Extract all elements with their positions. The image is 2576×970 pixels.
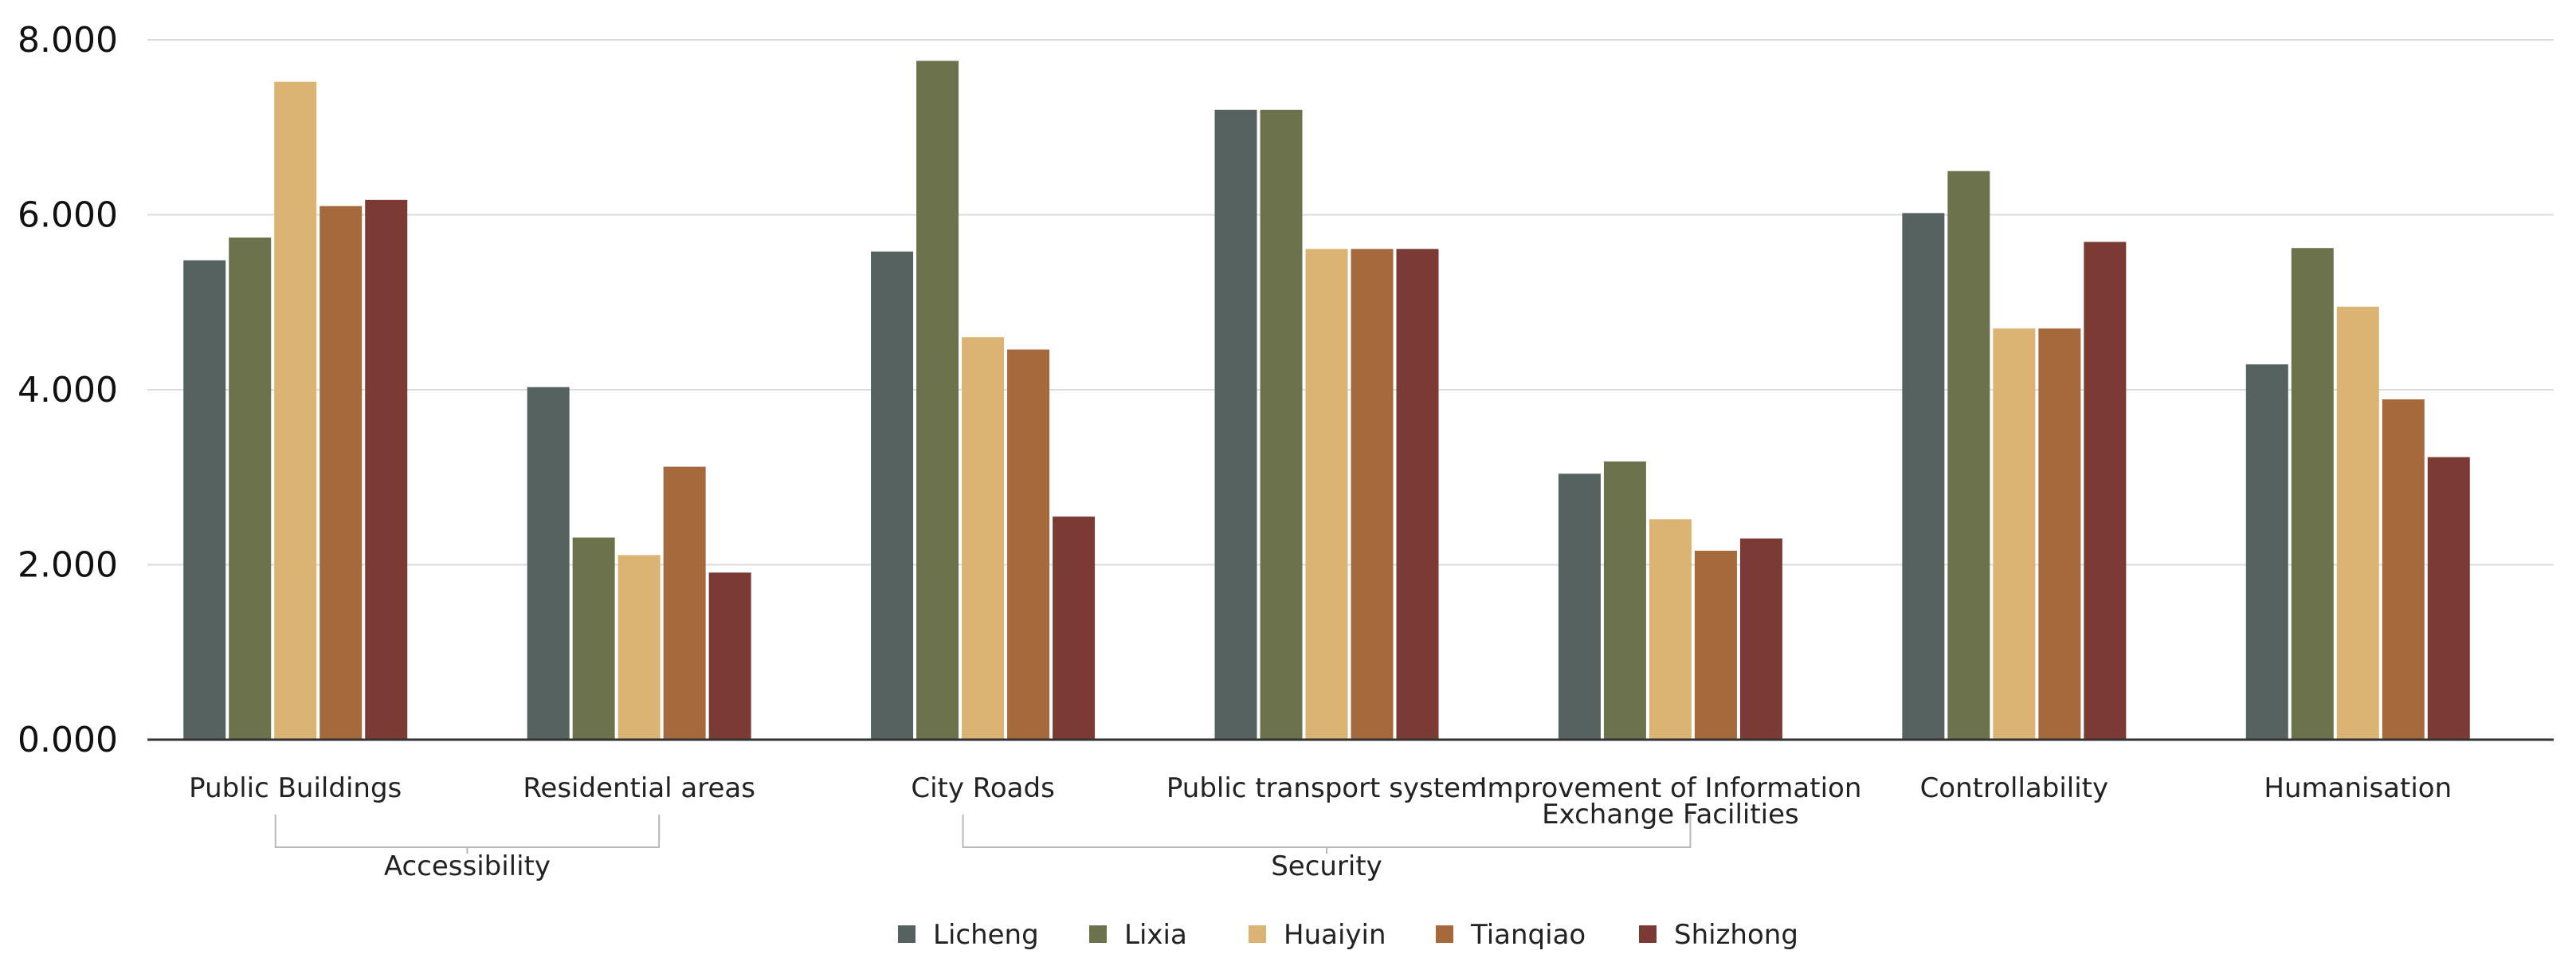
bar-huaiyin-3[interactable] [1305,249,1348,740]
legend-swatch [1089,925,1107,943]
bar-licheng-1[interactable] [527,387,570,740]
group-label: Accessibility [384,850,551,882]
bar-lixia-5[interactable] [1947,171,1990,740]
bar-lixia-4[interactable] [1603,461,1646,740]
bar-tianqiao-3[interactable] [1351,249,1394,740]
bar-shizhong-6[interactable] [2427,457,2470,740]
bar-shizhong-5[interactable] [2084,242,2127,740]
bar-licheng-4[interactable] [1558,473,1601,740]
x-category-label: Public transport system [1166,772,1487,804]
legend-item-huaiyin[interactable]: Huaiyin [1249,919,1386,951]
legend-swatch [1436,925,1453,943]
labels: 0.000 2.000 4.000 6.000 8.000 Public Building… [18,20,2452,831]
bar-tianqiao-0[interactable] [320,206,363,740]
bars [183,61,2470,740]
bar-tianqiao-4[interactable] [1694,550,1737,740]
bar-tianqiao-5[interactable] [2038,328,2081,740]
bar-lixia-3[interactable] [1260,109,1303,740]
bar-shizhong-2[interactable] [1053,516,1096,740]
bar-shizhong-0[interactable] [365,199,408,740]
bar-huaiyin-6[interactable] [2336,306,2379,740]
bar-shizhong-3[interactable] [1396,249,1439,740]
y-tick-label: 0.000 [18,720,118,760]
x-category-label: Humanisation [2264,772,2452,804]
legend-label: Licheng [933,919,1039,951]
bar-lixia-6[interactable] [2291,248,2334,740]
bar-lixia-0[interactable] [229,238,272,740]
bar-huaiyin-0[interactable] [274,81,317,740]
bar-huaiyin-2[interactable] [962,337,1005,740]
y-tick-label: 6.000 [18,195,118,236]
bar-licheng-6[interactable] [2245,364,2288,740]
bar-shizhong-1[interactable] [708,572,751,740]
legend[interactable]: Licheng Lixia Huaiyin Tianqiao Shizhong [898,919,1798,951]
bar-licheng-5[interactable] [1902,213,1945,740]
bar-shizhong-4[interactable] [1739,538,1782,740]
legend-swatch [1639,925,1657,943]
legend-label: Shizhong [1674,919,1798,951]
y-tick-label: 2.000 [18,545,118,586]
legend-label: Lixia [1124,919,1187,951]
legend-item-tianqiao[interactable]: Tianqiao [1436,919,1586,951]
x-category-label: Improvement of Information Exchange Facil… [1479,772,1861,831]
y-tick-label: 8.000 [18,20,118,61]
bar-tianqiao-6[interactable] [2382,399,2425,740]
x-category-label: Controllability [1920,772,2109,804]
bar-huaiyin-4[interactable] [1649,519,1692,740]
bar-licheng-0[interactable] [183,260,226,740]
legend-swatch [898,925,916,943]
legend-item-shizhong[interactable]: Shizhong [1639,919,1798,951]
bar-lixia-1[interactable] [572,537,615,740]
group-label: Security [1271,850,1382,882]
x-category-label: Public Buildings [189,772,402,804]
category-groups: Accessibility Security [274,815,1692,882]
bar-licheng-2[interactable] [871,251,914,740]
bar-huaiyin-5[interactable] [1993,328,2036,740]
legend-swatch [1249,925,1266,943]
x-category-label: Residential areas [523,772,755,804]
legend-label: Huaiyin [1284,919,1386,951]
bar-tianqiao-1[interactable] [663,466,706,740]
gridlines [147,39,2554,566]
x-category-label: City Roads [911,772,1054,804]
bar-huaiyin-1[interactable] [618,555,661,740]
legend-item-licheng[interactable]: Licheng [898,919,1039,951]
y-tick-label: 4.000 [18,370,118,410]
bar-lixia-2[interactable] [916,61,959,740]
group-bracket-0 [274,815,661,848]
bar-licheng-3[interactable] [1214,109,1257,740]
legend-item-lixia[interactable]: Lixia [1089,919,1187,951]
legend-label: Tianqiao [1470,919,1586,951]
bar-tianqiao-2[interactable] [1007,349,1050,740]
